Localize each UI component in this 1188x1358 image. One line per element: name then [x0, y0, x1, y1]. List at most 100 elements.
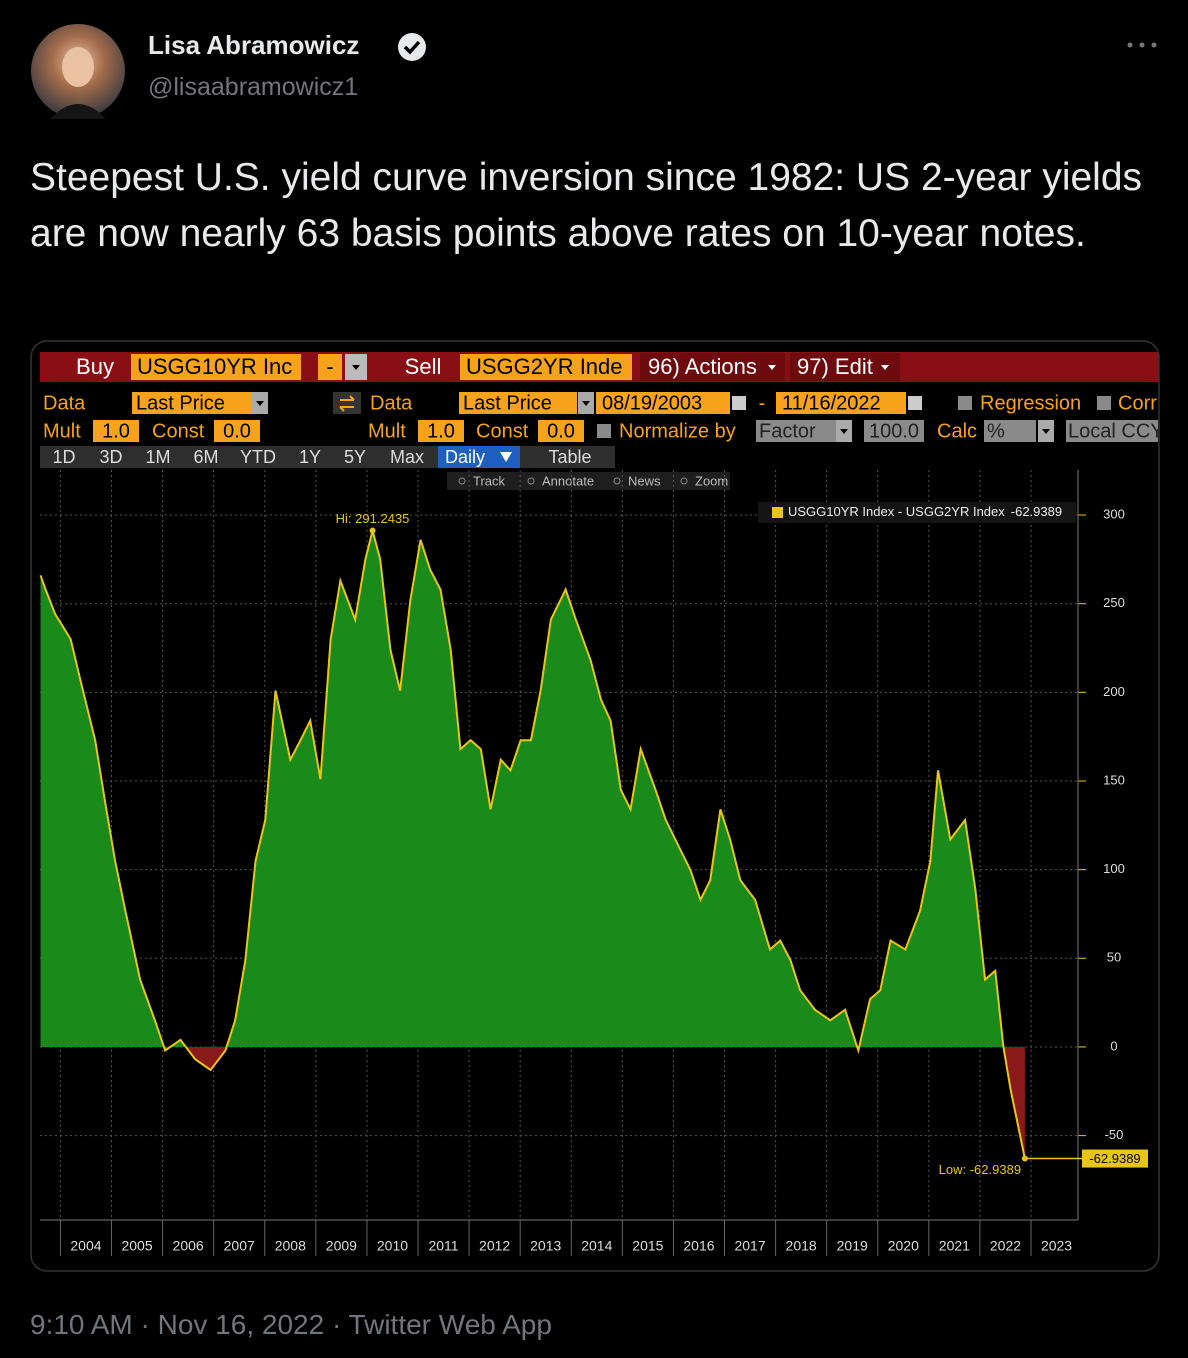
field-box: [596, 392, 730, 414]
more-button[interactable]: [1124, 36, 1160, 54]
terminal-label: -: [759, 392, 766, 414]
y-tick-label: 250: [1103, 595, 1125, 610]
field-value: 11/16/2022: [782, 392, 881, 414]
tool-button: Zoom: [695, 473, 728, 488]
author-name[interactable]: Lisa Abramowicz: [148, 30, 360, 60]
x-tick-label: 2017: [734, 1238, 765, 1254]
high-annotation: Hi: 291.2435: [336, 511, 410, 526]
field-value: Factor: [759, 420, 816, 442]
checkbox: [1097, 396, 1111, 410]
field-box: [864, 420, 924, 442]
field-value: 0.0: [223, 420, 251, 442]
low-annotation: Low: -62.9389: [939, 1162, 1021, 1177]
tool-icon: [458, 477, 466, 485]
legend-name: USGG10YR Index - USGG2YR Index: [788, 504, 1005, 519]
dropdown-arrow: [1042, 429, 1050, 434]
tool-bar: [447, 472, 730, 490]
period-button[interactable]: 3D: [99, 447, 122, 467]
field-value: 08/19/2003: [602, 392, 702, 414]
field-value: 100.0: [869, 420, 919, 442]
area: [40, 530, 1025, 1159]
field-value: 1.0: [427, 420, 455, 442]
field-value: Local CCY: [1068, 420, 1164, 442]
menu-button: [640, 353, 785, 381]
verified-badge: [398, 33, 426, 61]
period-button[interactable]: 1D: [52, 447, 75, 467]
legend-value: -62.9389: [1011, 504, 1062, 519]
terminal-label: Data: [370, 392, 413, 414]
terminal-label: Data: [43, 392, 86, 414]
frequency-button: [438, 446, 520, 468]
x-tick-label: 2020: [888, 1238, 919, 1254]
x-tick-label: 2004: [70, 1238, 101, 1254]
x-tick-label: 2013: [530, 1238, 561, 1254]
tool-button: Annotate: [542, 473, 594, 488]
tool-icon: [613, 477, 621, 485]
tweet-text: Steepest U.S. yield curve inversion sinc…: [30, 156, 1143, 255]
field-box: [776, 392, 906, 414]
period-button[interactable]: Max: [390, 447, 424, 467]
x-tick-label: 2006: [173, 1238, 204, 1254]
field-box: [214, 420, 260, 442]
field-box: [318, 354, 342, 380]
tool-button: News: [628, 473, 661, 488]
field-box: [93, 420, 139, 442]
x-tick-label: 2021: [939, 1238, 970, 1254]
calendar-icon: [732, 396, 746, 410]
terminal-label: Normalize by: [619, 420, 736, 442]
dropdown-arrow: [352, 365, 360, 370]
x-tick-label: 2019: [837, 1238, 868, 1254]
period-bar: [40, 446, 615, 468]
y-tick-label: 150: [1103, 772, 1125, 787]
field-value: USGG2YR Inde: [466, 354, 623, 379]
y-tick-label: 200: [1103, 684, 1125, 699]
field-box: [538, 420, 584, 442]
x-tick-label: 2012: [479, 1238, 510, 1254]
menu-label: 96) Actions: [648, 354, 757, 379]
image-border: [30, 340, 1160, 1272]
checkbox: [597, 424, 611, 438]
x-tick-label: 2016: [683, 1238, 714, 1254]
y-tick-label: -50: [1105, 1127, 1124, 1142]
terminal-label: Buy: [76, 354, 114, 379]
x-tick-label: 2011: [428, 1238, 458, 1254]
period-button[interactable]: 5Y: [344, 447, 366, 467]
period-button[interactable]: 1M: [145, 447, 170, 467]
field-box: [132, 392, 252, 414]
field-box: [460, 354, 632, 380]
author-handle[interactable]: @lisaabramowicz1: [148, 73, 359, 101]
dropdown-arrow: [840, 429, 848, 434]
swap-icon: [339, 395, 355, 412]
field-value: Last Price: [463, 392, 552, 414]
field-box: [459, 392, 577, 414]
tool-icon: [527, 477, 535, 485]
y-tick-label: 0: [1110, 1038, 1117, 1053]
period-button[interactable]: 1Y: [299, 447, 321, 467]
x-tick-label: 2007: [224, 1238, 255, 1254]
x-tick-label: 2015: [632, 1238, 663, 1254]
table-button: Table: [548, 447, 591, 467]
menu-button: [790, 353, 900, 381]
tweet-image[interactable]: Buy USGG10YR Inc - Sell USGG2YR Inde 96) Acti…: [0, 0, 1188, 1300]
x-tick-label: 2014: [581, 1238, 612, 1254]
field-value: %: [987, 420, 1005, 442]
field-value: Last Price: [136, 392, 225, 414]
avatar[interactable]: [30, 23, 126, 119]
tool-icon: [680, 477, 688, 485]
period-button[interactable]: YTD: [240, 447, 276, 467]
terminal-label: Const: [476, 420, 529, 442]
x-tick-label: 2009: [326, 1238, 357, 1254]
period-button[interactable]: 6M: [193, 447, 218, 467]
terminal-label: Const: [152, 420, 205, 442]
dropdown-arrow: [582, 401, 590, 406]
frequency-label: Daily: [445, 447, 485, 467]
x-tick-label: 2018: [786, 1238, 817, 1254]
terminal-label: Mult: [368, 420, 406, 442]
x-tick-label: 2010: [377, 1238, 408, 1254]
dropdown-arrow: [768, 365, 776, 370]
y-tick-label: 100: [1103, 861, 1125, 876]
terminal: Buy USGG10YR Inc - Sell USGG2YR Inde 96) Acti…: [31, 341, 1164, 1271]
x-tick-label: 2022: [990, 1238, 1021, 1254]
x-tick-label: 2008: [275, 1238, 306, 1254]
